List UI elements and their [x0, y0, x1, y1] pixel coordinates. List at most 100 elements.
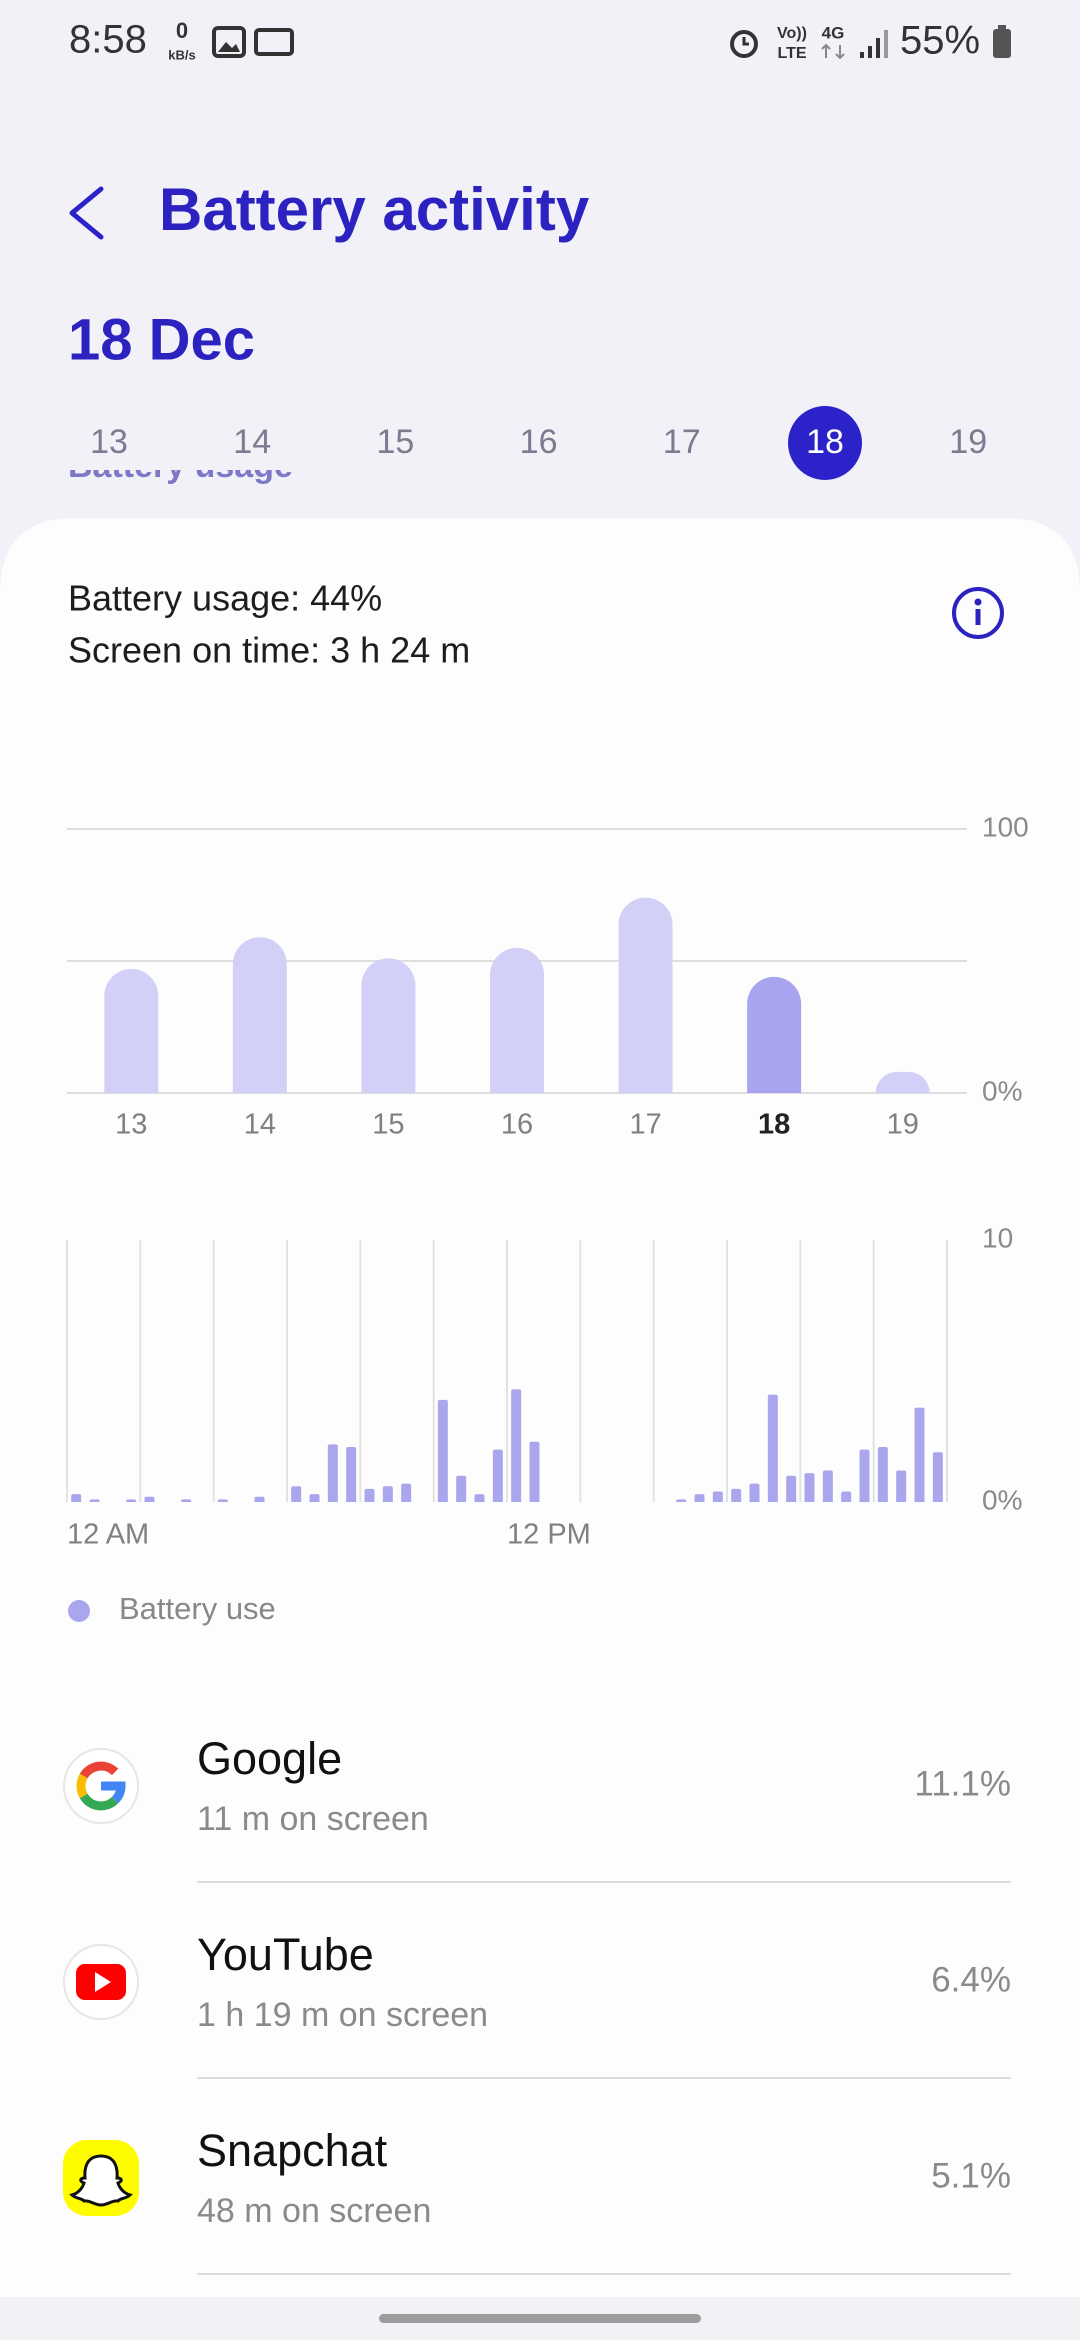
bar — [749, 1483, 760, 1502]
youtube-play — [95, 1972, 111, 1992]
bar — [474, 1494, 485, 1502]
x-tick-label: 15 — [372, 1109, 404, 1141]
bar — [346, 1446, 357, 1502]
legend-label: Battery use — [119, 1591, 276, 1626]
network-label: 4G — [822, 23, 845, 42]
date-item[interactable]: 13 — [90, 423, 128, 461]
bar — [291, 1486, 302, 1502]
bar — [126, 1499, 137, 1502]
google-green — [79, 1793, 119, 1811]
bar — [492, 1449, 503, 1502]
bar — [361, 958, 416, 1093]
bar — [694, 1494, 705, 1502]
bar — [896, 1470, 907, 1502]
x-tick-label: 12 PM — [507, 1519, 591, 1551]
card — [0, 518, 1080, 2297]
bar — [786, 1475, 797, 1502]
bar — [841, 1491, 852, 1502]
date-item[interactable]: 19 — [949, 423, 987, 461]
google-icon — [76, 1761, 126, 1811]
alarm-icon — [730, 30, 758, 58]
bar — [217, 1499, 228, 1502]
battery-tip — [998, 25, 1006, 30]
bar — [401, 1483, 412, 1502]
date-item[interactable]: 14 — [233, 423, 271, 461]
data-arrows — [821, 43, 845, 60]
app-percent: 6.4% — [931, 1960, 1011, 1999]
signal-bar — [876, 38, 880, 58]
info-dot — [974, 598, 982, 606]
net-unit: kB/s — [168, 47, 195, 62]
date-item[interactable]: 16 — [520, 423, 558, 461]
charts: 0% 100 13 14 15 16 17 18 19 0% 10 12 AM 12 PM Battery… — [66, 811, 1029, 1626]
bar — [877, 1446, 888, 1502]
date-item[interactable]: 18 — [788, 406, 862, 480]
bar — [932, 1452, 943, 1502]
bar — [104, 968, 159, 1093]
signal-bar — [868, 46, 872, 58]
x-tick-label: 13 — [115, 1109, 147, 1141]
net-speed: 0 — [176, 18, 188, 43]
bar — [731, 1488, 742, 1502]
signal-bar — [884, 30, 888, 58]
bar — [437, 1399, 448, 1502]
bar — [529, 1441, 540, 1502]
bar — [804, 1473, 815, 1502]
x-tick-label: 17 — [629, 1109, 661, 1141]
gallery-icon-mountain — [218, 42, 240, 52]
x-tick-label: 19 — [887, 1109, 919, 1141]
date-label: 16 — [520, 423, 558, 461]
page-title: Battery activity — [159, 176, 590, 243]
screen-time-summary: Screen on time: 3 h 24 m — [68, 630, 470, 671]
lte-label: LTE — [777, 45, 806, 62]
info-button[interactable] — [952, 587, 1004, 639]
battery-icon — [993, 29, 1011, 58]
date-item[interactable]: 15 — [376, 423, 414, 461]
bar — [859, 1449, 870, 1502]
app-name: Snapchat — [197, 2125, 388, 2176]
x-tick-label: 12 AM — [67, 1519, 149, 1551]
date-label: 18 — [806, 423, 844, 461]
app-detail: 48 m on screen — [197, 2192, 431, 2230]
snapchat-ghost — [69, 2154, 133, 2207]
google-red — [79, 1761, 119, 1779]
app-detail: 11 m on screen — [197, 1800, 429, 1838]
bar — [71, 1494, 82, 1502]
bar — [875, 1071, 930, 1093]
x-tick-label: 16 — [501, 1109, 533, 1141]
date-label: 15 — [376, 423, 414, 461]
date-selected-bg — [788, 406, 862, 480]
bar — [456, 1475, 467, 1502]
app-row[interactable]: YouTube 1 h 19 m on screen 6.4% — [63, 1929, 1011, 2034]
bar — [327, 1444, 338, 1502]
bar — [232, 937, 287, 1093]
date-label: 19 — [949, 423, 987, 461]
date-strip: 13 14 15 16 17 18 19 — [90, 406, 987, 480]
bar — [364, 1488, 375, 1502]
bar — [712, 1491, 723, 1502]
bar — [144, 1496, 155, 1502]
bar — [747, 976, 802, 1093]
app-percent: 11.1% — [914, 1764, 1011, 1803]
signal-icon — [860, 30, 888, 58]
legend-swatch — [68, 1600, 90, 1622]
back-button[interactable] — [69, 186, 104, 240]
date-label: 14 — [233, 423, 271, 461]
home-indicator[interactable] — [379, 2314, 701, 2323]
y-tick-label: 10 — [982, 1222, 1013, 1253]
volte-label: Vo)) — [777, 25, 807, 42]
gallery-icon — [212, 26, 246, 58]
status-bar: 8:58 0 kB/s Vo)) LTE 4G 55% — [69, 18, 1011, 63]
app-row[interactable]: Google 11 m on screen 11.1% — [63, 1733, 1011, 1838]
app-row[interactable]: Snapchat 48 m on screen 5.1% — [63, 2125, 1011, 2230]
date-item[interactable]: 17 — [663, 423, 701, 461]
bar — [676, 1499, 687, 1502]
status-time: 8:58 — [69, 18, 147, 62]
bar — [382, 1486, 393, 1502]
google-blue — [101, 1781, 126, 1804]
app-name: YouTube — [197, 1929, 374, 1980]
bar — [511, 1389, 522, 1502]
battery-percent: 55% — [900, 19, 980, 63]
